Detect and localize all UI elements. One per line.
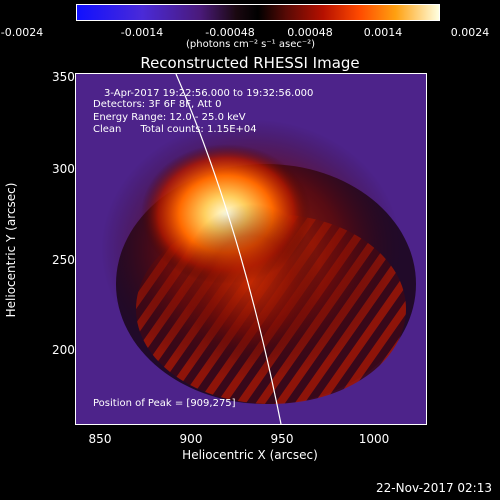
y-tick-label: 200 bbox=[52, 343, 75, 357]
colorbar-tick: 0.0024 bbox=[450, 26, 490, 39]
energy-range-label: Energy Range: 12.0 - 25.0 keV bbox=[93, 112, 246, 123]
detectors-label: Detectors: 3F 6F 8F, Att 0 bbox=[93, 99, 222, 110]
x-tick-label: 850 bbox=[88, 432, 112, 446]
x-tick-label: 1000 bbox=[358, 432, 390, 446]
colorbar bbox=[76, 4, 440, 21]
colorbar-tick: -0.0024 bbox=[0, 26, 44, 39]
y-axis-label: Heliocentric Y (arcsec) bbox=[4, 182, 18, 318]
colorbar-tick: 0.0014 bbox=[363, 26, 403, 39]
y-tick-label: 350 bbox=[52, 70, 75, 84]
solar-limb-line bbox=[175, 74, 282, 424]
image-title: Reconstructed RHESSI Image bbox=[140, 54, 360, 72]
colorbar-tick: -0.00048 bbox=[205, 26, 255, 39]
date-stamp: 22-Nov-2017 02:13 bbox=[376, 481, 492, 495]
y-tick-label: 300 bbox=[52, 162, 75, 176]
solar-image-frame bbox=[75, 73, 427, 425]
solar-image bbox=[76, 74, 426, 424]
x-axis-label: Heliocentric X (arcsec) bbox=[182, 448, 318, 462]
time-range-label: 3-Apr-2017 19:22:56.000 to 19:32:56.000 bbox=[104, 88, 314, 99]
colorbar-unit-label: (photons cm⁻² s⁻¹ asec⁻²) bbox=[186, 39, 316, 50]
x-tick-label: 950 bbox=[270, 432, 294, 446]
y-tick-label: 250 bbox=[52, 253, 75, 267]
colorbar-tick: -0.0014 bbox=[120, 26, 164, 39]
colorbar-tick: 0.00048 bbox=[287, 26, 333, 39]
clean-counts-label: Clean Total counts: 1.15E+04 bbox=[93, 124, 257, 135]
peak-position-label: Position of Peak = [909,275] bbox=[93, 398, 236, 409]
x-tick-label: 900 bbox=[179, 432, 203, 446]
